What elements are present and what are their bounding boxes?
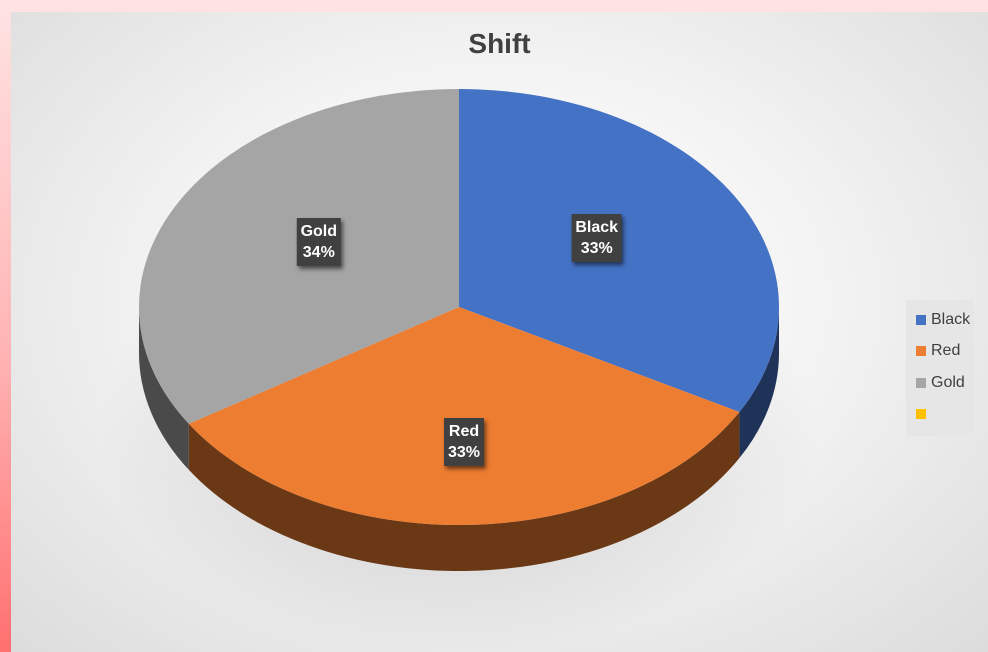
data-label-category: Red: [448, 423, 480, 441]
legend-swatch: [916, 314, 926, 325]
legend-item-gold: Gold: [906, 367, 974, 399]
data-label-category: Black: [575, 219, 619, 237]
legend-swatch: [916, 409, 926, 420]
data-label-category: Gold: [300, 222, 337, 240]
legend-label: Black: [931, 310, 971, 328]
pie-side-red: [188, 412, 740, 572]
data-label-value: 33%: [448, 444, 481, 462]
chart-title: Shift: [468, 28, 531, 59]
pie-chart: [99, 88, 819, 652]
legend-swatch: [916, 377, 926, 388]
data-label-gold: Gold 34%: [296, 217, 341, 266]
data-label-value: 33%: [580, 240, 613, 258]
data-label-black: Black 33%: [571, 214, 623, 263]
data-label-value: 34%: [302, 243, 335, 261]
legend-item-blank: [906, 399, 974, 431]
pie-side-black: [739, 307, 779, 459]
legend-label: Gold: [931, 373, 965, 391]
legend-label: Red: [931, 342, 961, 360]
chart-area: Shift Black 33% Red 33% Gold 34% Black Red Gold: [11, 12, 988, 652]
pie-slice-red: [188, 307, 740, 526]
pie-side-gold: [139, 307, 189, 470]
data-label-red: Red 33%: [444, 418, 485, 467]
legend-swatch: [916, 346, 926, 357]
legend-item-red: Red: [906, 336, 974, 368]
pie-sides: [139, 307, 779, 572]
legend-item-black: Black: [906, 304, 974, 336]
legend: Black Red Gold: [906, 300, 974, 436]
